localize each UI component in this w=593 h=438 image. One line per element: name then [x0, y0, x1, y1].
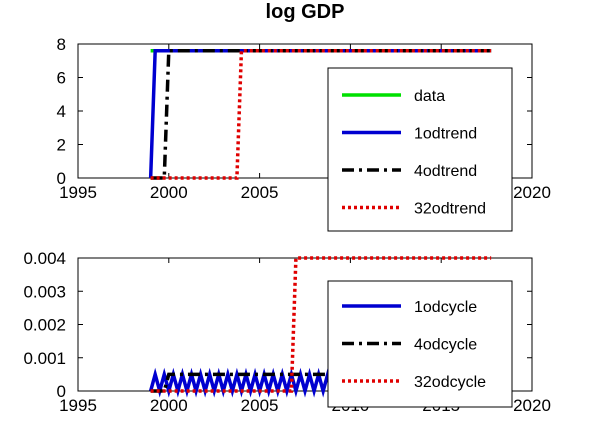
y-tick-label: 4	[57, 102, 66, 121]
y-tick-label: 0.001	[23, 349, 66, 368]
x-tick-label: 2020	[513, 183, 551, 202]
y-tick-label: 0	[57, 169, 66, 188]
y-tick-label: 2	[57, 136, 66, 155]
x-tick-label: 1995	[59, 183, 97, 202]
legend: data 1odtrend 4odtrend 32odtrend	[327, 67, 513, 232]
x-tick-label: 2005	[241, 396, 279, 415]
y-tick-label: 0.004	[23, 249, 66, 268]
legend-label-1odtrend: 1odtrend	[414, 126, 477, 143]
y-tick-label: 6	[57, 69, 66, 88]
x-tick-label: 2000	[150, 396, 188, 415]
x-tick-label: 2000	[150, 183, 188, 202]
legend-label-32odcycle: 32odcycle	[414, 374, 486, 391]
legend-label-1odcycle: 1odcycle	[414, 299, 477, 316]
chart-title: log GDP	[266, 1, 345, 23]
x-tick-label: 1995	[59, 396, 97, 415]
chart-1: log GDP19952000200520102015202002468data…	[57, 1, 551, 232]
legend-label-data: data	[414, 88, 445, 105]
chart-2: 19952000200520102015202000.0010.0020.003…	[23, 249, 550, 415]
y-tick-label: 0	[57, 382, 66, 401]
y-tick-label: 0.003	[23, 282, 66, 301]
series-line-1odcycle	[148, 367, 344, 398]
x-tick-label: 2020	[513, 396, 551, 415]
x-tick-label: 2005	[241, 183, 279, 202]
legend: 1odcycle 4odcycle 32odcycle	[327, 280, 513, 408]
y-tick-label: 8	[57, 35, 66, 54]
legend-label-4odcycle: 4odcycle	[414, 337, 477, 354]
legend-label-32odtrend: 32odtrend	[414, 201, 486, 218]
legend-label-4odtrend: 4odtrend	[414, 163, 477, 180]
legend-box	[327, 280, 513, 408]
series-line-32odtrend	[150, 48, 492, 180]
y-tick-label: 0.002	[23, 316, 66, 335]
